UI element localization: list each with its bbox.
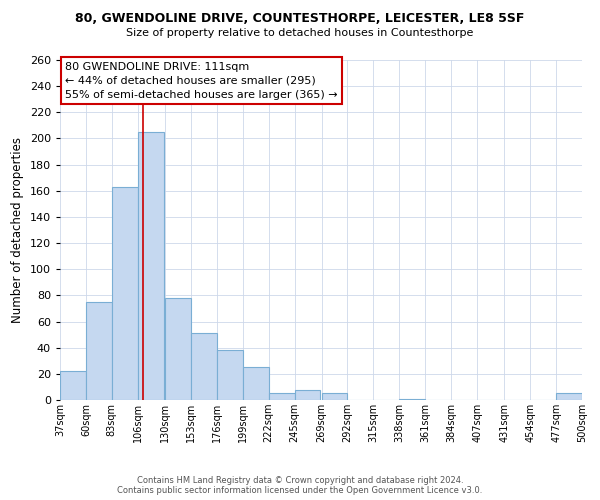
Bar	[165, 298, 191, 400]
Text: 80, GWENDOLINE DRIVE, COUNTESTHORPE, LEICESTER, LE8 5SF: 80, GWENDOLINE DRIVE, COUNTESTHORPE, LEI…	[76, 12, 524, 26]
Bar	[217, 350, 242, 400]
Bar	[191, 334, 217, 400]
Bar	[60, 371, 86, 400]
Text: 80 GWENDOLINE DRIVE: 111sqm
← 44% of detached houses are smaller (295)
55% of se: 80 GWENDOLINE DRIVE: 111sqm ← 44% of det…	[65, 62, 338, 100]
Text: Contains HM Land Registry data © Crown copyright and database right 2024.: Contains HM Land Registry data © Crown c…	[137, 476, 463, 485]
Text: Contains public sector information licensed under the Open Government Licence v3: Contains public sector information licen…	[118, 486, 482, 495]
Bar	[269, 394, 295, 400]
Bar	[242, 368, 269, 400]
Text: Size of property relative to detached houses in Countesthorpe: Size of property relative to detached ho…	[127, 28, 473, 38]
Bar	[138, 132, 164, 400]
Bar	[400, 398, 425, 400]
Bar	[112, 187, 138, 400]
Bar	[295, 390, 320, 400]
Bar	[556, 394, 582, 400]
Bar	[86, 302, 112, 400]
Bar	[322, 394, 347, 400]
Y-axis label: Number of detached properties: Number of detached properties	[11, 137, 24, 323]
